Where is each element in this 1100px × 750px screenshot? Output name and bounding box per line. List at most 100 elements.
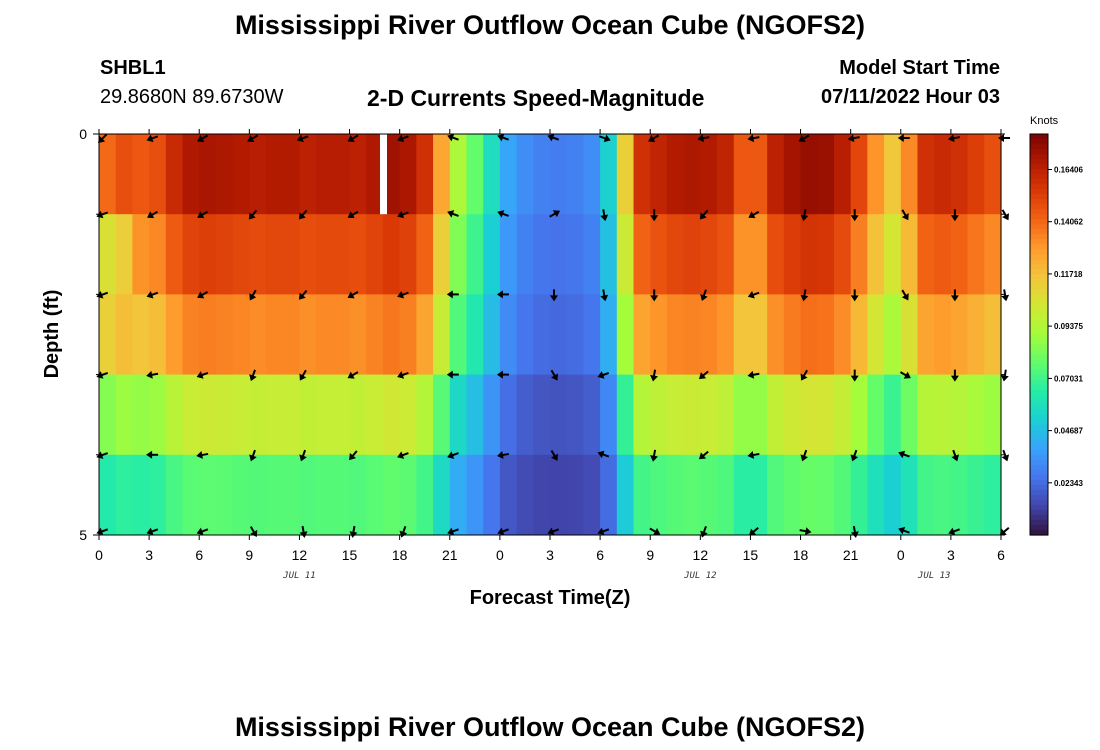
heatmap-cell xyxy=(733,374,752,456)
heatmap-cell xyxy=(466,294,484,376)
colorbar-segment xyxy=(1030,454,1048,461)
heatmap-cell xyxy=(466,374,484,456)
heatmap-cell xyxy=(165,374,184,456)
x-tick-label: 3 xyxy=(546,547,554,563)
heatmap-cell xyxy=(767,294,785,376)
current-arrow xyxy=(197,210,209,219)
colorbar-frame xyxy=(1029,133,1049,536)
current-arrow xyxy=(447,210,459,218)
x-tick-label: 3 xyxy=(947,547,955,563)
current-arrow xyxy=(298,209,308,220)
current-arrow xyxy=(347,291,359,299)
heatmap-cell xyxy=(750,454,768,536)
current-arrow xyxy=(397,451,409,459)
current-arrow xyxy=(950,209,959,222)
x-tick-label: 6 xyxy=(195,547,203,563)
colorbar-segment xyxy=(1030,439,1048,446)
heatmap-cell xyxy=(550,134,568,215)
heatmap-cell xyxy=(165,134,184,215)
heatmap-cell xyxy=(115,294,133,376)
colorbar-segment xyxy=(1030,354,1048,361)
current-arrow xyxy=(650,369,658,382)
colorbar-segment xyxy=(1030,149,1048,155)
current-arrow xyxy=(800,289,809,302)
heatmap-cell xyxy=(366,294,384,376)
heatmap-cell xyxy=(650,294,668,376)
heatmap-cell xyxy=(833,374,852,456)
colorbar-segment xyxy=(1030,434,1048,441)
heatmap-cell xyxy=(917,454,935,536)
colorbar: Knots 0.16406 0.14062 0.11718 0.09375 0.07031… xyxy=(1029,115,1083,536)
heatmap-cell xyxy=(666,294,685,376)
colorbar-segment xyxy=(1030,424,1048,431)
heatmap-cell xyxy=(466,454,484,536)
x-tick-label: 0 xyxy=(95,547,103,563)
colorbar-segment xyxy=(1030,264,1048,270)
colorbar-segment xyxy=(1030,194,1048,200)
heatmap-cell xyxy=(99,214,117,295)
heatmap-cell xyxy=(516,294,534,376)
heatmap-cell xyxy=(616,214,635,295)
colorbar-segment xyxy=(1030,179,1048,185)
heatmap-cell xyxy=(950,214,969,295)
current-arrow xyxy=(497,451,509,459)
heatmap-cell xyxy=(550,454,568,536)
heatmap-cell xyxy=(499,134,518,215)
current-arrow xyxy=(397,290,409,299)
heatmap-cell xyxy=(666,214,685,295)
heatmap-cell xyxy=(249,134,267,215)
heatmap-cell xyxy=(733,294,752,376)
current-arrow xyxy=(599,134,611,143)
heatmap-cell xyxy=(533,134,551,215)
current-arrow xyxy=(550,289,558,302)
heatmap-cell xyxy=(399,454,417,536)
heatmap-cell xyxy=(750,134,768,215)
current-arrow xyxy=(897,134,910,142)
colorbar-segment xyxy=(1030,469,1048,476)
x-tick-label: 6 xyxy=(596,547,604,563)
heatmap-cell xyxy=(884,214,902,295)
heatmap-cell xyxy=(99,454,117,536)
colorbar-segment xyxy=(1030,274,1048,280)
second-chart-title: Mississippi River Outflow Ocean Cube (NG… xyxy=(234,712,866,742)
heatmap-cell xyxy=(399,214,417,295)
colorbar-segment xyxy=(1030,389,1048,396)
heatmap-cell xyxy=(600,294,618,376)
heatmap-cell xyxy=(232,374,250,456)
current-arrow xyxy=(496,370,509,379)
heatmap-cell xyxy=(466,214,484,295)
current-arrow xyxy=(98,133,108,143)
heatmap-cell xyxy=(199,214,217,295)
current-arrow xyxy=(299,369,307,381)
heatmap-cell xyxy=(483,134,501,215)
heatmap-cell xyxy=(917,214,935,295)
heatmap-cell xyxy=(583,454,601,536)
date-label: JUL 13 xyxy=(917,571,951,581)
colorbar-segment xyxy=(1030,499,1048,506)
colorbar-segment xyxy=(1030,334,1048,341)
current-arrow xyxy=(96,210,109,219)
colorbar-segment xyxy=(1030,444,1048,451)
heatmap-cell xyxy=(299,214,317,295)
heatmap-cell xyxy=(867,454,885,536)
current-arrow xyxy=(1000,369,1009,382)
heatmap-cell xyxy=(282,454,301,536)
heatmap-cell xyxy=(433,214,451,295)
colorbar-segment xyxy=(1030,504,1048,511)
current-arrow xyxy=(698,450,709,460)
heatmap-cell xyxy=(332,454,351,536)
current-arrow xyxy=(397,134,409,143)
heatmap-cell xyxy=(884,294,902,376)
heatmap-cell xyxy=(232,134,250,215)
heatmap-cell xyxy=(967,214,985,295)
colorbar-segment xyxy=(1030,279,1048,285)
colorbar-segment xyxy=(1030,219,1048,225)
heatmap-cell xyxy=(650,214,668,295)
colorbar-segment xyxy=(1030,429,1048,436)
heatmap-cell xyxy=(449,454,468,536)
current-arrow xyxy=(951,449,960,462)
heatmap-cell xyxy=(934,454,952,536)
colorbar-segment xyxy=(1030,419,1048,426)
current-arrow xyxy=(247,134,259,142)
heatmap-cell xyxy=(299,294,317,376)
